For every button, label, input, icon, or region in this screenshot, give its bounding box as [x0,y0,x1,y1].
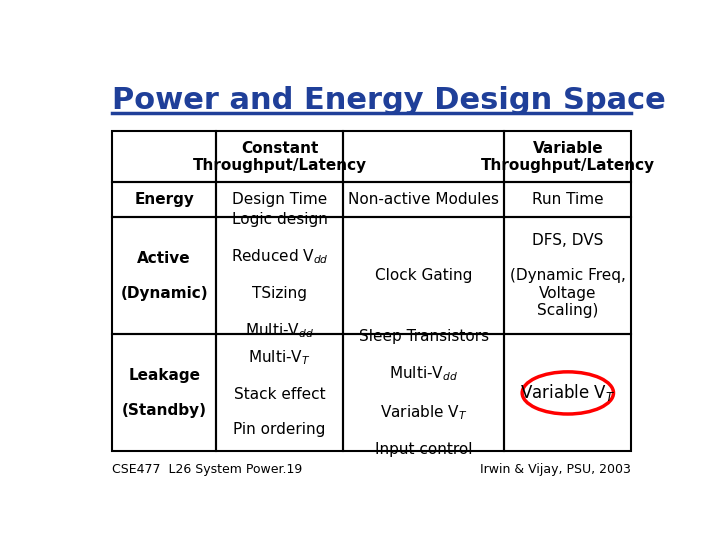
Text: Multi-V$_{T}$

Stack effect

Pin ordering: Multi-V$_{T}$ Stack effect Pin ordering [233,349,325,437]
Bar [216,182,343,217]
Text: Logic design

Reduced V$_{dd}$

TSizing

Multi-V$_{dd}$: Logic design Reduced V$_{dd}$ TSizing Mu… [230,212,328,340]
Bar [505,334,631,451]
Text: Energy: Energy [134,192,194,207]
Text: Irwin & Vijay, PSU, 2003: Irwin & Vijay, PSU, 2003 [480,463,631,476]
Text: Design Time: Design Time [232,192,327,207]
Text: Leakage

(Standby): Leakage (Standby) [122,368,207,418]
Bar [216,334,343,451]
Bar [505,131,631,182]
Text: DFS, DVS

(Dynamic Freq,
Voltage
Scaling): DFS, DVS (Dynamic Freq, Voltage Scaling) [510,233,626,318]
Text: CSE477  L26 System Power.19: CSE477 L26 System Power.19 [112,463,302,476]
Bar [112,334,216,451]
Bar [343,217,505,334]
Bar [112,182,216,217]
Bar [112,217,216,334]
Text: Variable
Throughput/Latency: Variable Throughput/Latency [481,140,655,173]
Text: Power and Energy Design Space: Power and Energy Design Space [112,85,666,114]
Bar [343,182,505,217]
Bar [216,217,343,334]
Text: Variable V$_{T}$: Variable V$_{T}$ [520,382,616,403]
Bar [343,334,505,451]
Text: Clock Gating: Clock Gating [375,268,472,284]
Bar [112,131,216,182]
Bar [343,131,505,182]
Text: Constant
Throughput/Latency: Constant Throughput/Latency [192,140,366,173]
Text: Non-active Modules: Non-active Modules [348,192,499,207]
Bar [505,217,631,334]
Bar [505,182,631,217]
Bar [216,131,343,182]
Text: Sleep Transistors

Multi-V$_{dd}$

Variable V$_{T}$

Input control: Sleep Transistors Multi-V$_{dd}$ Variabl… [359,329,489,457]
Text: Active

(Dynamic): Active (Dynamic) [120,251,208,301]
Text: Run Time: Run Time [532,192,603,207]
